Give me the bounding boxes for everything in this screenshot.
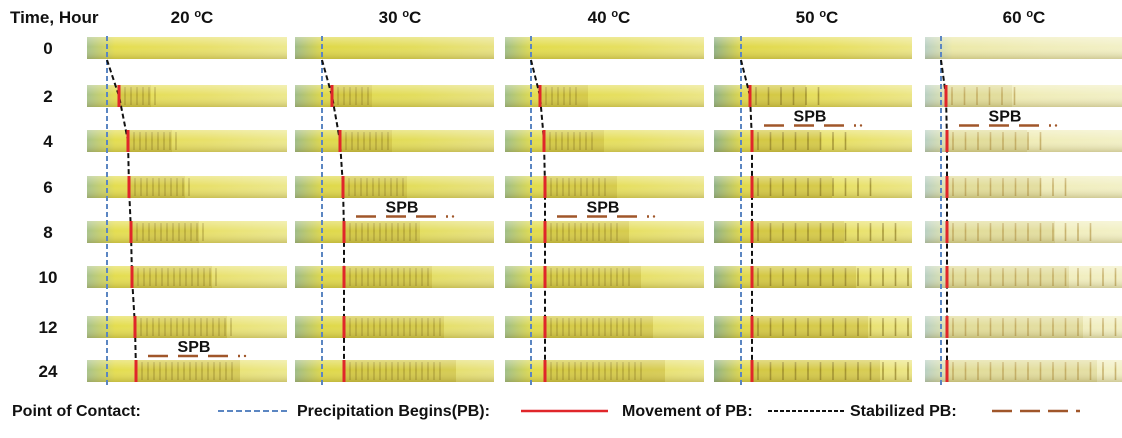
tube-20c-10h bbox=[87, 266, 287, 288]
temperature-header-30: 30 oC bbox=[379, 8, 422, 27]
tube-30c-4h bbox=[295, 130, 494, 152]
tube-50c-12h bbox=[714, 316, 912, 338]
tube-60c-10h bbox=[925, 266, 1122, 288]
temperature-unit: oC bbox=[402, 8, 421, 27]
tube-50c-10h bbox=[714, 266, 912, 288]
tube-50c-4h bbox=[714, 130, 912, 152]
tube-20c-2h bbox=[87, 85, 287, 107]
tube-60c-8h bbox=[925, 221, 1122, 243]
temperature-value: 50 bbox=[796, 8, 820, 27]
tube-50c-6h bbox=[714, 176, 912, 198]
tube-60c-12h bbox=[925, 316, 1122, 338]
temperature-unit: oC bbox=[819, 8, 838, 27]
time-point-label-6: 6 bbox=[43, 178, 52, 197]
spb-annotation-40: SPB bbox=[557, 200, 656, 218]
tube-20c-6h bbox=[87, 176, 287, 198]
spb-label: SPB bbox=[794, 109, 827, 126]
temperature-unit: oC bbox=[194, 8, 213, 27]
legend-stabilized-pb-label: Stabilized PB: bbox=[850, 403, 957, 420]
tube-40c-24h bbox=[505, 360, 704, 382]
tube-40c-10h bbox=[505, 266, 704, 288]
tube-40c-4h bbox=[505, 130, 704, 152]
legend-point-of-contact-label: Point of Contact: bbox=[12, 403, 141, 420]
tube-50c-2h bbox=[714, 85, 912, 107]
temperature-unit: oC bbox=[1026, 8, 1045, 27]
tube-30c-6h bbox=[295, 176, 494, 198]
spb-annotation-30: SPB bbox=[356, 200, 455, 218]
tube-40c-0h bbox=[505, 37, 704, 59]
tube-30c-24h bbox=[295, 360, 494, 382]
tube-60c-6h bbox=[925, 176, 1122, 198]
tube-30c-0h bbox=[295, 37, 494, 59]
temperature-header-40: 40 oC bbox=[588, 8, 631, 27]
tube-20c-0h bbox=[87, 37, 287, 59]
tube-50c-24h bbox=[714, 360, 912, 382]
time-point-label-12: 12 bbox=[39, 318, 58, 337]
time-point-label-10: 10 bbox=[39, 268, 58, 287]
spb-label: SPB bbox=[178, 339, 211, 356]
tube-20c-8h bbox=[87, 221, 287, 243]
time-point-label-24: 24 bbox=[39, 362, 58, 381]
time-point-label-8: 8 bbox=[43, 223, 52, 242]
tube-60c-24h bbox=[925, 360, 1122, 382]
time-point-label-4: 4 bbox=[43, 132, 53, 151]
tube-60c-2h bbox=[925, 85, 1122, 107]
temperature-value: 60 bbox=[1003, 8, 1027, 27]
tube-60c-4h bbox=[925, 130, 1122, 152]
tube-30c-8h bbox=[295, 221, 494, 243]
tube-30c-2h bbox=[295, 85, 494, 107]
spb-annotation-20: SPB bbox=[148, 339, 247, 358]
tube-30c-12h bbox=[295, 316, 494, 338]
tube-30c-10h bbox=[295, 266, 494, 288]
tube-60c-0h bbox=[925, 37, 1122, 59]
tube-40c-2h bbox=[505, 85, 704, 107]
temperature-header-50: 50 oC bbox=[796, 8, 839, 27]
tube-40c-12h bbox=[505, 316, 704, 338]
temperature-value: 30 bbox=[379, 8, 403, 27]
time-point-label-0: 0 bbox=[43, 39, 52, 58]
tube-50c-8h bbox=[714, 221, 912, 243]
legend: Point of Contact: Precipitation Begins(P… bbox=[12, 403, 1080, 420]
temperature-header-20: 20 oC bbox=[171, 8, 214, 27]
temperature-value: 40 bbox=[588, 8, 612, 27]
tube-40c-8h bbox=[505, 221, 704, 243]
tube-50c-0h bbox=[714, 37, 912, 59]
temperature-unit: oC bbox=[611, 8, 630, 27]
spb-label: SPB bbox=[989, 109, 1022, 126]
time-hour-label: Time, Hour bbox=[10, 8, 99, 27]
tube-20c-12h bbox=[87, 316, 287, 338]
tube-20c-24h bbox=[87, 360, 287, 382]
legend-movement-of-pb-label: Movement of PB: bbox=[622, 403, 753, 420]
legend-precipitation-begins-label: Precipitation Begins(PB): bbox=[297, 403, 490, 420]
temperature-header-60: 60 oC bbox=[1003, 8, 1046, 27]
tube-20c-4h bbox=[87, 130, 287, 152]
spb-label: SPB bbox=[386, 200, 419, 217]
spb-annotation-60: SPB bbox=[959, 109, 1058, 127]
movement-of-pb-path-20 bbox=[106, 59, 137, 372]
spb-label: SPB bbox=[587, 200, 620, 217]
tube-40c-6h bbox=[505, 176, 704, 198]
spb-annotation-50: SPB bbox=[764, 109, 863, 127]
time-point-label-2: 2 bbox=[43, 87, 52, 106]
temperature-value: 20 bbox=[171, 8, 195, 27]
